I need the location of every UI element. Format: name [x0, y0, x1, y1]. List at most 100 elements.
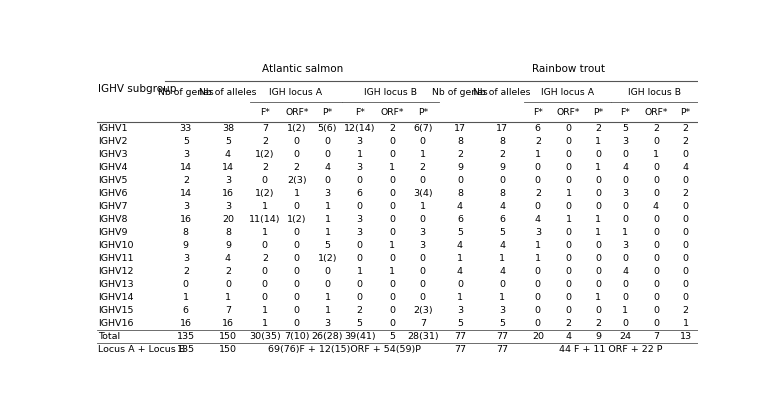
Text: 0: 0 — [324, 280, 331, 289]
Text: 1: 1 — [595, 215, 601, 224]
Text: 8: 8 — [499, 137, 505, 145]
Text: 0: 0 — [653, 215, 659, 224]
Text: 1: 1 — [682, 319, 688, 328]
Text: 0: 0 — [622, 176, 628, 185]
Text: 4: 4 — [225, 254, 231, 263]
Text: 1: 1 — [324, 215, 331, 224]
Text: IGH locus A: IGH locus A — [269, 88, 322, 97]
Text: 8: 8 — [499, 189, 505, 198]
Text: 1: 1 — [389, 267, 395, 276]
Text: 14: 14 — [222, 163, 234, 172]
Text: 4: 4 — [457, 241, 463, 250]
Text: 3: 3 — [357, 137, 363, 145]
Text: 6: 6 — [499, 215, 505, 224]
Text: 1: 1 — [357, 267, 362, 276]
Text: 2(3): 2(3) — [413, 306, 432, 315]
Text: 0: 0 — [262, 280, 268, 289]
Text: 5: 5 — [357, 319, 362, 328]
Text: 0: 0 — [595, 189, 601, 198]
Text: 0: 0 — [653, 137, 659, 145]
Text: 2: 2 — [535, 137, 541, 145]
Text: P*: P* — [681, 108, 691, 117]
Text: 44 F + 11 ORF + 22 P: 44 F + 11 ORF + 22 P — [559, 345, 663, 354]
Text: 0: 0 — [293, 267, 300, 276]
Text: 3: 3 — [457, 306, 463, 315]
Text: 1: 1 — [225, 293, 231, 302]
Text: 1: 1 — [653, 149, 659, 159]
Text: 3: 3 — [225, 176, 231, 185]
Text: IGHV subgroup: IGHV subgroup — [99, 84, 177, 94]
Text: 0: 0 — [293, 254, 300, 263]
Text: 0: 0 — [595, 241, 601, 250]
Text: IGHV7: IGHV7 — [99, 202, 128, 210]
Text: 0: 0 — [622, 319, 628, 328]
Text: 0: 0 — [293, 202, 300, 210]
Text: 1: 1 — [595, 293, 601, 302]
Text: IGHV13: IGHV13 — [99, 280, 133, 289]
Text: 0: 0 — [262, 241, 268, 250]
Text: 0: 0 — [357, 293, 362, 302]
Text: 0: 0 — [566, 267, 572, 276]
Text: 6: 6 — [457, 215, 463, 224]
Text: 3: 3 — [420, 228, 426, 237]
Text: 1: 1 — [324, 306, 331, 315]
Text: 14: 14 — [180, 189, 192, 198]
Text: 2: 2 — [457, 149, 463, 159]
Text: 0: 0 — [389, 254, 395, 263]
Text: 0: 0 — [595, 280, 601, 289]
Text: 1: 1 — [595, 228, 601, 237]
Text: 0: 0 — [653, 254, 659, 263]
Text: 0: 0 — [389, 137, 395, 145]
Text: 0: 0 — [595, 267, 601, 276]
Text: 16: 16 — [222, 319, 234, 328]
Text: IGHV8: IGHV8 — [99, 215, 128, 224]
Text: ORF*: ORF* — [285, 108, 308, 117]
Text: 0: 0 — [682, 149, 688, 159]
Text: 0: 0 — [535, 176, 541, 185]
Text: 0: 0 — [653, 176, 659, 185]
Text: 3: 3 — [225, 202, 231, 210]
Text: 17: 17 — [496, 124, 508, 133]
Text: 0: 0 — [535, 293, 541, 302]
Text: 0: 0 — [420, 137, 426, 145]
Text: 0: 0 — [682, 280, 688, 289]
Text: 0: 0 — [653, 293, 659, 302]
Text: 1: 1 — [420, 149, 426, 159]
Text: 0: 0 — [566, 149, 572, 159]
Text: 0: 0 — [293, 306, 300, 315]
Text: 8: 8 — [457, 189, 463, 198]
Text: 0: 0 — [566, 306, 572, 315]
Text: 0: 0 — [595, 149, 601, 159]
Text: 20: 20 — [532, 332, 544, 341]
Text: 77: 77 — [496, 332, 508, 341]
Text: 0: 0 — [293, 149, 300, 159]
Text: 3: 3 — [324, 189, 331, 198]
Text: 0: 0 — [420, 293, 426, 302]
Text: 39(41): 39(41) — [344, 332, 376, 341]
Text: 0: 0 — [622, 202, 628, 210]
Text: 0: 0 — [262, 176, 268, 185]
Text: 0: 0 — [225, 280, 231, 289]
Text: IGHV15: IGHV15 — [99, 306, 133, 315]
Text: 1: 1 — [324, 293, 331, 302]
Text: 0: 0 — [682, 254, 688, 263]
Text: 0: 0 — [535, 319, 541, 328]
Text: 0: 0 — [653, 267, 659, 276]
Text: Nb of genes: Nb of genes — [158, 88, 213, 97]
Text: 0: 0 — [566, 137, 572, 145]
Text: 2: 2 — [595, 319, 601, 328]
Text: IGHV9: IGHV9 — [99, 228, 128, 237]
Text: 0: 0 — [324, 149, 331, 159]
Text: ORF*: ORF* — [380, 108, 404, 117]
Text: IGHV16: IGHV16 — [99, 319, 133, 328]
Text: 150: 150 — [219, 332, 237, 341]
Text: 0: 0 — [357, 241, 362, 250]
Text: 5: 5 — [622, 124, 628, 133]
Text: 1: 1 — [420, 202, 426, 210]
Text: Total: Total — [99, 332, 120, 341]
Text: 0: 0 — [682, 293, 688, 302]
Text: 0: 0 — [622, 254, 628, 263]
Text: F*: F* — [260, 108, 270, 117]
Text: 135: 135 — [177, 332, 195, 341]
Text: 1: 1 — [324, 228, 331, 237]
